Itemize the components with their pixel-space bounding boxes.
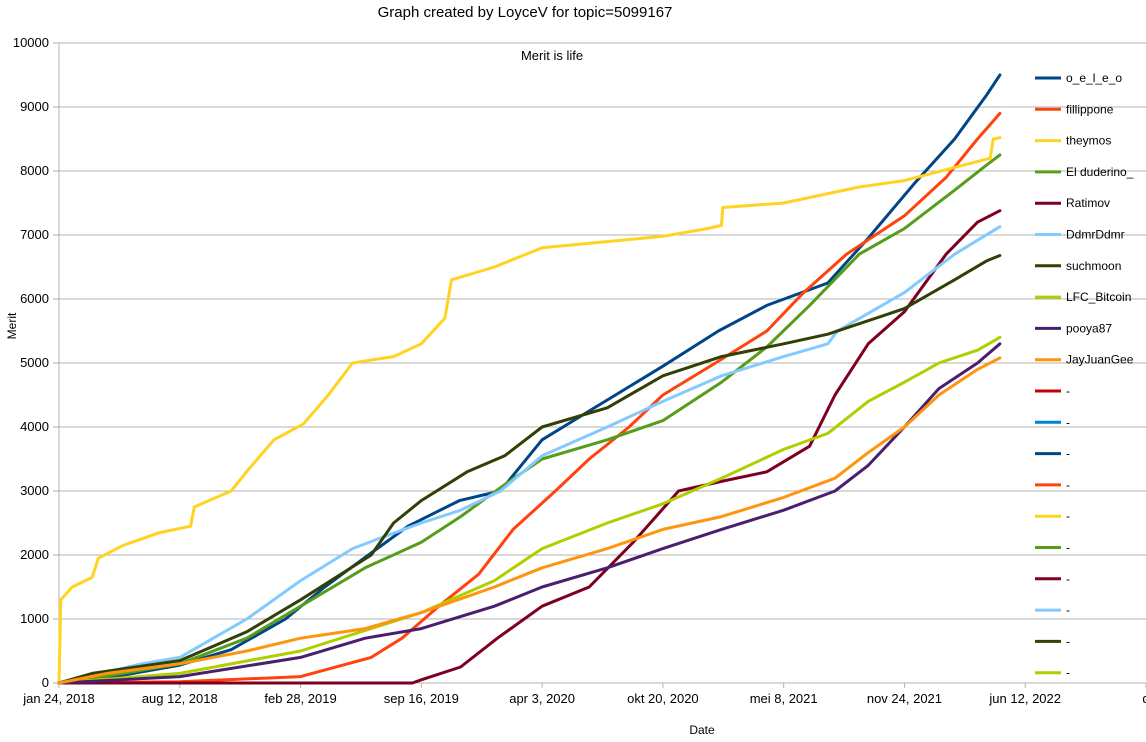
x-tick-label: jun 12, 2022 [988, 691, 1061, 706]
y-tick-label: 0 [42, 675, 49, 690]
series-line-suchmoon [57, 254, 1002, 685]
legend-label: suchmoon [1066, 259, 1121, 273]
legend-label: - [1066, 415, 1070, 429]
legend-label: LFC_Bitcoin [1066, 290, 1131, 304]
legend-label: - [1066, 634, 1070, 648]
series-line-fillippone [57, 111, 1002, 685]
x-tick-label: feb 28, 2019 [264, 691, 336, 706]
legend-label: Ratimov [1066, 196, 1110, 210]
y-tick-label: 3000 [20, 483, 49, 498]
legend-label: - [1066, 572, 1070, 586]
y-tick-label: 4000 [20, 419, 49, 434]
x-tick-label: apr 3, 2020 [509, 691, 575, 706]
series-line-el-duderino [57, 153, 1002, 685]
series-line-lfc-bitcoin [57, 335, 1002, 685]
gridlines [53, 42, 1146, 688]
series-line-ratimov [57, 209, 1002, 685]
series-line-o-e-l-e-o [57, 73, 1002, 685]
legend-label: - [1066, 509, 1070, 523]
series-lines [57, 73, 1002, 685]
legend-label: pooya87 [1066, 321, 1112, 335]
legend-label: - [1066, 666, 1070, 680]
legend-label: - [1066, 478, 1070, 492]
y-tick-labels: 0 1000 2000 3000 4000 5000 6000 7000 8000 9000 100… [13, 35, 49, 690]
y-tick-label: 2000 [20, 547, 49, 562]
legend-label: - [1066, 447, 1070, 461]
y-tick-label: 1000 [20, 611, 49, 626]
chart-subtitle: Merit is life [521, 48, 583, 63]
legend-label: El duderino_ [1066, 165, 1134, 179]
legend-label: - [1066, 541, 1070, 555]
chart-title: Graph created by LoyceV for topic=509916… [378, 4, 673, 21]
x-tick-labels: jan 24, 2018 aug 12, 2018 feb 28, 2019 sep … [22, 691, 1146, 706]
series-line-ddmrddmr [57, 225, 1002, 685]
legend-label: JayJuanGee [1066, 353, 1134, 367]
y-tick-label: 8000 [20, 163, 49, 178]
series-line-pooya87 [57, 342, 1002, 685]
y-tick-label: 9000 [20, 99, 49, 114]
legend-label: theymos [1066, 134, 1111, 148]
legend-label: o_e_l_e_o [1066, 71, 1122, 85]
x-tick-label: okt 20, 2020 [627, 691, 699, 706]
legend-label: fillippone [1066, 102, 1114, 116]
x-axis-title: Date [689, 723, 715, 737]
x-tick-label: d [1142, 691, 1146, 706]
y-tick-label: 6000 [20, 291, 49, 306]
y-tick-label: 10000 [13, 35, 49, 50]
x-tick-label: mei 8, 2021 [750, 691, 818, 706]
series-line-theymos [57, 136, 1002, 685]
x-tick-label: nov 24, 2021 [867, 691, 942, 706]
y-tick-label: 5000 [20, 355, 49, 370]
x-tick-label: sep 16, 2019 [384, 691, 459, 706]
legend-label: - [1066, 384, 1070, 398]
legend-label: - [1066, 603, 1070, 617]
y-tick-label: 7000 [20, 227, 49, 242]
x-tick-label: aug 12, 2018 [142, 691, 218, 706]
x-tick-label: jan 24, 2018 [22, 691, 95, 706]
legend-label: DdmrDdmr [1066, 228, 1125, 242]
legend: o_e_l_e_o fillippone theymos El duderino_ Ra… [1035, 71, 1134, 680]
y-axis-title: Merit [5, 312, 19, 339]
series-line-jayjuangee [57, 356, 1002, 685]
